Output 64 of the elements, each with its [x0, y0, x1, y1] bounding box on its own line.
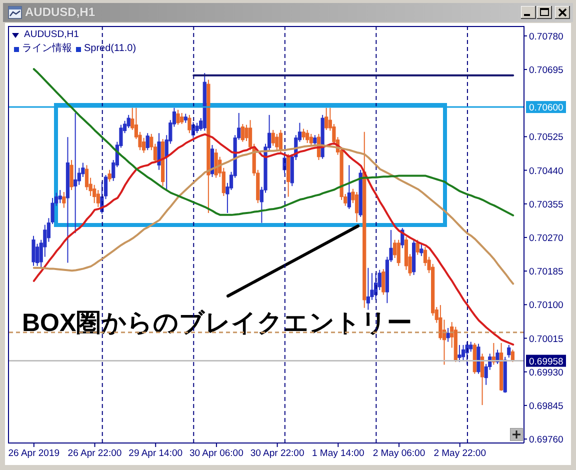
- candlestick: [313, 134, 317, 146]
- x-tick-label: 2 May 06:00: [372, 448, 426, 459]
- y-tick-label: 0.70355: [529, 199, 564, 210]
- candlestick: [58, 190, 62, 204]
- candlestick: [32, 235, 36, 266]
- candlestick: [184, 113, 188, 124]
- y-tick-label: 0.70440: [529, 166, 564, 177]
- y-tick-label: 0.70015: [529, 334, 564, 345]
- x-tick-label: 1 May 14:00: [312, 448, 364, 459]
- candlestick: [180, 112, 184, 125]
- candlestick: [306, 129, 310, 144]
- y-tick-label: 0.70525: [529, 132, 564, 144]
- candlestick: [176, 109, 180, 126]
- candlestick: [62, 192, 66, 208]
- candlestick: [507, 344, 511, 358]
- candlestick: [393, 239, 397, 259]
- candlestick: [396, 239, 400, 266]
- candlestick: [240, 124, 244, 142]
- line-series: [32, 68, 514, 216]
- candlestick: [74, 112, 78, 234]
- annotation: BOX圏からのブレイクエントリー: [22, 309, 412, 337]
- candlestick: [366, 267, 370, 310]
- candlestick: [70, 159, 74, 191]
- y-tick-label: 0.70185: [529, 266, 564, 278]
- y-tick-label: 0.69930: [529, 367, 564, 378]
- candlestick: [275, 133, 279, 151]
- candlestick: [354, 192, 359, 223]
- candlestick: [347, 164, 351, 210]
- x-tick-label: 30 Apr 06:00: [190, 448, 244, 459]
- y-tick-label: 0.70695: [529, 64, 564, 76]
- candlestick: [446, 327, 450, 342]
- annotation: Spred(11.0): [84, 42, 136, 56]
- y-tick-label: 0.69845: [529, 400, 564, 412]
- candlestick: [480, 353, 484, 406]
- candlestick: [469, 341, 473, 352]
- chart-title: AUDUSD,H1: [25, 5, 96, 20]
- candlestick: [146, 132, 150, 151]
- x-tick-label: 29 Apr 14:00: [128, 448, 183, 459]
- ref-line-label: 0.69958: [529, 356, 564, 368]
- annotation: ライン情報: [22, 42, 72, 56]
- candlestick: [302, 128, 306, 140]
- candlestick: [382, 268, 386, 296]
- chart-subtitle: AUDUSD,H1: [24, 28, 79, 41]
- candlestick: [324, 107, 328, 130]
- x-tick-label: 2 May 22:00: [434, 448, 486, 459]
- candlestick: [420, 242, 424, 257]
- candlestick: [271, 129, 275, 146]
- candlestick: [157, 132, 161, 170]
- y-tick-label: 0.70100: [529, 300, 564, 312]
- candlestick: [416, 239, 420, 256]
- y-tick-label: 0.70780: [529, 31, 564, 42]
- candlestick: [309, 133, 313, 146]
- x-tick-label: 30 Apr 22:00: [250, 448, 304, 459]
- candlestick: [461, 344, 466, 360]
- candlestick: [188, 114, 192, 134]
- candlestick: [458, 344, 462, 362]
- x-tick-label: 26 Apr 22:00: [68, 448, 122, 459]
- candlestick: [214, 148, 218, 178]
- candlestick: [195, 122, 199, 134]
- ref-line-label: 0.70600: [529, 102, 564, 114]
- x-tick-label: 26 Apr 2019: [8, 448, 60, 459]
- y-tick-label: 0.70270: [529, 232, 564, 244]
- y-tick-label: 0.69760: [529, 434, 564, 446]
- candlestick: [108, 169, 112, 182]
